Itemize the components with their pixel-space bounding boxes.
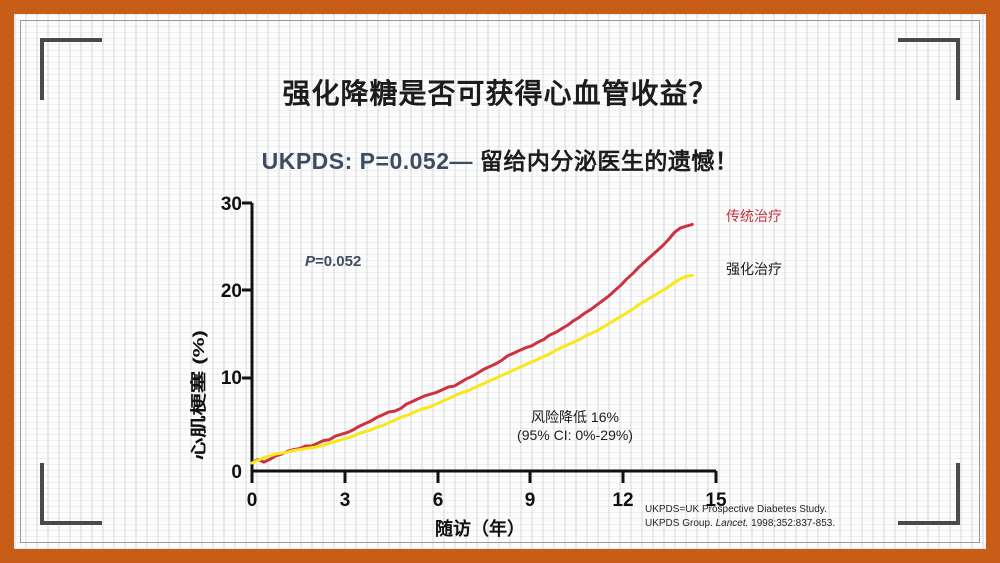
slide-title: 强化降糖是否可获得心血管收益？ bbox=[282, 78, 718, 109]
citation-journal: Lancet. bbox=[715, 517, 749, 529]
x-tick-label-15: 15 bbox=[705, 490, 727, 511]
y-tick-label-10: 10 bbox=[221, 368, 242, 389]
subtitle-rest: 留给内分泌医生的遗憾！ bbox=[473, 148, 739, 174]
legend-label-intensive: 强化治疗 bbox=[726, 261, 782, 277]
x-tick-label-6: 6 bbox=[433, 490, 444, 511]
pvalue-annotation: P=0.052 bbox=[305, 253, 361, 270]
slide-canvas bbox=[14, 14, 986, 549]
kaplan-meier-chart: 心肌梗塞 (%) 30 20 10 0 bbox=[189, 194, 782, 539]
citation-block: UKPDS=UK Prospective Diabetes Study. UKP… bbox=[645, 503, 835, 530]
series-line-intensive bbox=[250, 273, 694, 465]
x-tick-label-12: 12 bbox=[612, 490, 633, 511]
y-axis-label: 心肌梗塞 (%) bbox=[189, 330, 208, 460]
chart-figure: 心肌梗塞 (%) 30 20 10 0 bbox=[180, 190, 880, 540]
x-axis-label: 随访（年） bbox=[435, 518, 525, 539]
citation-details: 1998;352:837-853. bbox=[748, 517, 836, 529]
pvalue-rest: =0.052 bbox=[315, 253, 361, 270]
confidence-interval-annotation: (95% CI: 0%-29%) bbox=[517, 427, 633, 443]
y-tick-label-0: 0 bbox=[231, 462, 242, 483]
x-tick-label-3: 3 bbox=[340, 490, 351, 511]
series-line-conventional bbox=[250, 222, 694, 465]
pvalue-italic-p: P bbox=[305, 253, 316, 270]
y-tick-label-30: 30 bbox=[221, 194, 242, 215]
citation-line-1: UKPDS=UK Prospective Diabetes Study. bbox=[645, 504, 827, 515]
legend-label-conventional: 传统治疗 bbox=[726, 208, 782, 224]
x-tick-label-0: 0 bbox=[247, 490, 258, 511]
subtitle-highlight: UKPDS: P=0.052— bbox=[261, 148, 473, 174]
risk-reduction-annotation: 风险降低 16% bbox=[531, 409, 619, 425]
citation-line-2: UKPDS Group. Lancet. 1998;352:837-853. bbox=[645, 517, 835, 531]
x-tick-label-9: 9 bbox=[525, 490, 536, 511]
axis-lines bbox=[242, 201, 718, 483]
y-tick-label-20: 20 bbox=[221, 281, 242, 302]
slide-subtitle: UKPDS: P=0.052— 留给内分泌医生的遗憾！ bbox=[0, 142, 1000, 176]
citation-group: UKPDS Group. bbox=[645, 517, 716, 529]
